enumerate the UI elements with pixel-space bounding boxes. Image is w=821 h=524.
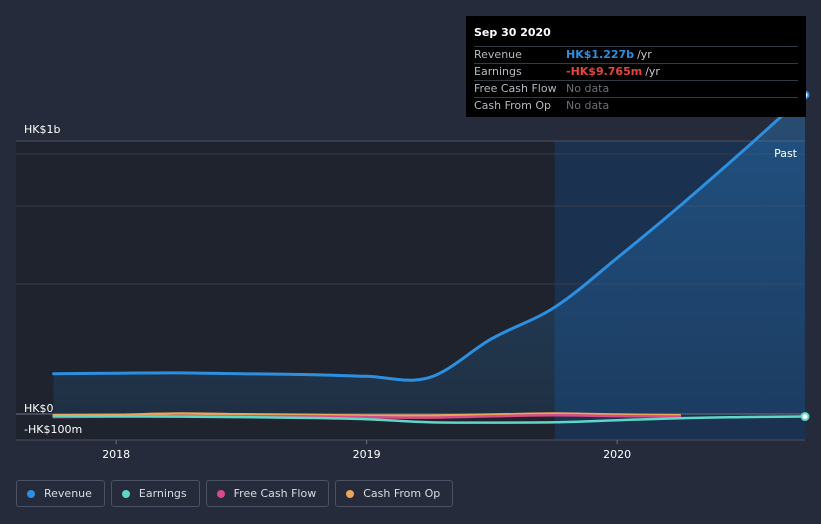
tooltip-date: Sep 30 2020 <box>474 26 551 39</box>
tooltip-label: Revenue <box>474 48 522 61</box>
legend-item-free-cash-flow[interactable]: Free Cash Flow <box>205 480 330 507</box>
legend-item-cash-from-op[interactable]: Cash From Op <box>335 480 454 507</box>
legend-dot-icon <box>346 489 355 498</box>
earnings-line <box>52 414 807 424</box>
tooltip-label: Free Cash Flow <box>474 82 557 95</box>
x-tick-label: 2018 <box>102 448 130 461</box>
legend-dot-icon <box>27 489 35 498</box>
y-tick-label: -HK$100m <box>24 423 82 436</box>
x-tick-label: 2019 <box>353 448 381 461</box>
tooltip-row: Free Cash Flow No data <box>474 80 798 97</box>
legend: Revenue Earnings Free Cash Flow Cash From O… <box>16 480 454 509</box>
tooltip-row: Revenue HK$1.227b/yr <box>474 46 798 63</box>
tooltip: Sep 30 2020 Revenue HK$1.227b/yr Earnings -… <box>466 16 806 117</box>
y-tick-label: HK$0 <box>24 402 53 415</box>
tooltip-unit: /yr <box>645 65 660 78</box>
legend-dot-icon <box>216 489 225 498</box>
tooltip-label: Cash From Op <box>474 99 552 112</box>
tooltip-value: No data <box>566 99 610 112</box>
legend-item-revenue[interactable]: Revenue <box>16 480 105 507</box>
legend-label: Revenue <box>44 487 92 500</box>
tooltip-value: HK$1.227b <box>566 48 635 61</box>
x-tick-label: 2020 <box>603 448 631 461</box>
past-label: Past <box>774 147 798 160</box>
legend-dot-icon <box>121 489 130 498</box>
revenue-area <box>53 95 806 414</box>
revenue-line <box>52 93 807 382</box>
legend-label: Free Cash Flow <box>233 487 317 500</box>
tooltip-label: Earnings <box>474 65 522 78</box>
y-tick-label: HK$1b <box>24 123 60 136</box>
earnings-endpoint <box>800 412 810 422</box>
tooltip-unit: /yr <box>637 48 652 61</box>
legend-label: Earnings <box>138 487 187 500</box>
legend-item-earnings[interactable]: Earnings <box>110 480 200 507</box>
cash-from-op-line <box>52 412 682 417</box>
tooltip-value: -HK$9.765m <box>566 65 643 78</box>
tooltip-value: No data <box>566 82 610 95</box>
tooltip-row: Earnings -HK$9.765m/yr <box>474 63 798 80</box>
tooltip-row: Cash From Op No data <box>474 97 798 114</box>
legend-label: Cash From Op <box>363 487 441 500</box>
